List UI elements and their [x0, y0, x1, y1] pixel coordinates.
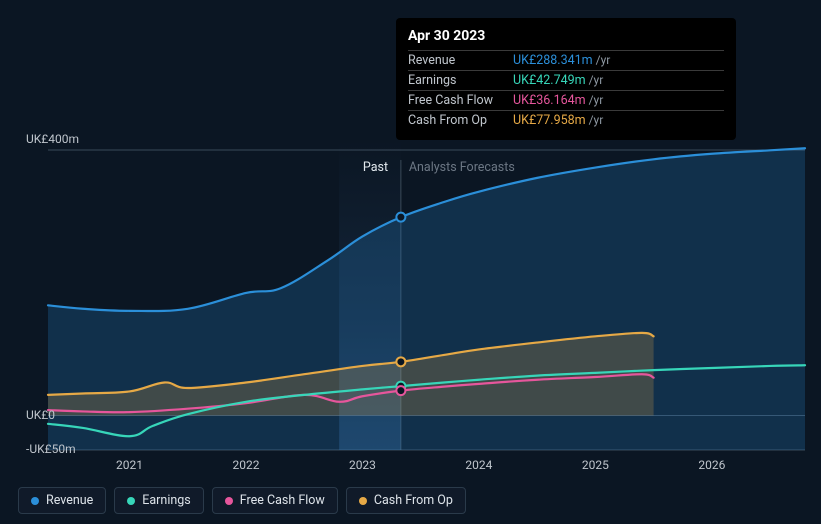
tooltip-value: UK£77.958m: [513, 113, 586, 128]
x-axis-label: 2021: [116, 458, 143, 472]
tooltip-row-cfo: Cash From Op UK£77.958m /yr: [408, 110, 724, 130]
legend-dot-icon: [225, 497, 233, 505]
tooltip-value: UK£36.164m: [513, 93, 586, 108]
legend-label: Revenue: [46, 493, 93, 508]
tooltip-row-earnings: Earnings UK£42.749m /yr: [408, 70, 724, 90]
tooltip-date: Apr 30 2023: [408, 28, 724, 44]
y-axis-label: -UK£50m: [26, 442, 76, 456]
x-axis-label: 2025: [582, 458, 609, 472]
tooltip-unit: /yr: [589, 93, 604, 107]
legend-item-revenue[interactable]: Revenue: [18, 487, 106, 514]
tooltip-row-fcf: Free Cash Flow UK£36.164m /yr: [408, 90, 724, 110]
legend-dot-icon: [127, 497, 135, 505]
legend-label: Earnings: [142, 493, 190, 508]
legend-label: Cash From Op: [374, 493, 453, 508]
tooltip-label: Free Cash Flow: [408, 93, 513, 108]
tooltip-unit: /yr: [589, 73, 604, 87]
legend-item-earnings[interactable]: Earnings: [114, 487, 203, 514]
legend-item-cfo[interactable]: Cash From Op: [346, 487, 466, 514]
tooltip-value: UK£42.749m: [513, 73, 586, 88]
tooltip-label: Earnings: [408, 73, 513, 88]
tooltip-label: Revenue: [408, 53, 513, 68]
x-axis-label: 2022: [232, 458, 259, 472]
financials-chart: Apr 30 2023 Revenue UK£288.341m /yr Earn…: [18, 10, 805, 480]
x-axis-label: 2023: [349, 458, 376, 472]
tooltip-row-revenue: Revenue UK£288.341m /yr: [408, 50, 724, 70]
legend-label: Free Cash Flow: [240, 493, 325, 508]
y-axis-label: UK£400m: [26, 132, 79, 146]
legend-item-fcf[interactable]: Free Cash Flow: [212, 487, 338, 514]
tooltip-unit: /yr: [596, 53, 611, 67]
tooltip-label: Cash From Op: [408, 113, 513, 128]
tooltip-unit: /yr: [589, 113, 604, 127]
legend-dot-icon: [359, 497, 367, 505]
x-axis-label: 2024: [465, 458, 492, 472]
tooltip-value: UK£288.341m: [513, 53, 593, 68]
chart-legend: Revenue Earnings Free Cash Flow Cash Fro…: [18, 487, 466, 514]
legend-dot-icon: [31, 497, 39, 505]
y-axis-label: UK£0: [26, 408, 55, 422]
chart-tooltip: Apr 30 2023 Revenue UK£288.341m /yr Earn…: [396, 18, 736, 140]
x-axis-label: 2026: [698, 458, 725, 472]
